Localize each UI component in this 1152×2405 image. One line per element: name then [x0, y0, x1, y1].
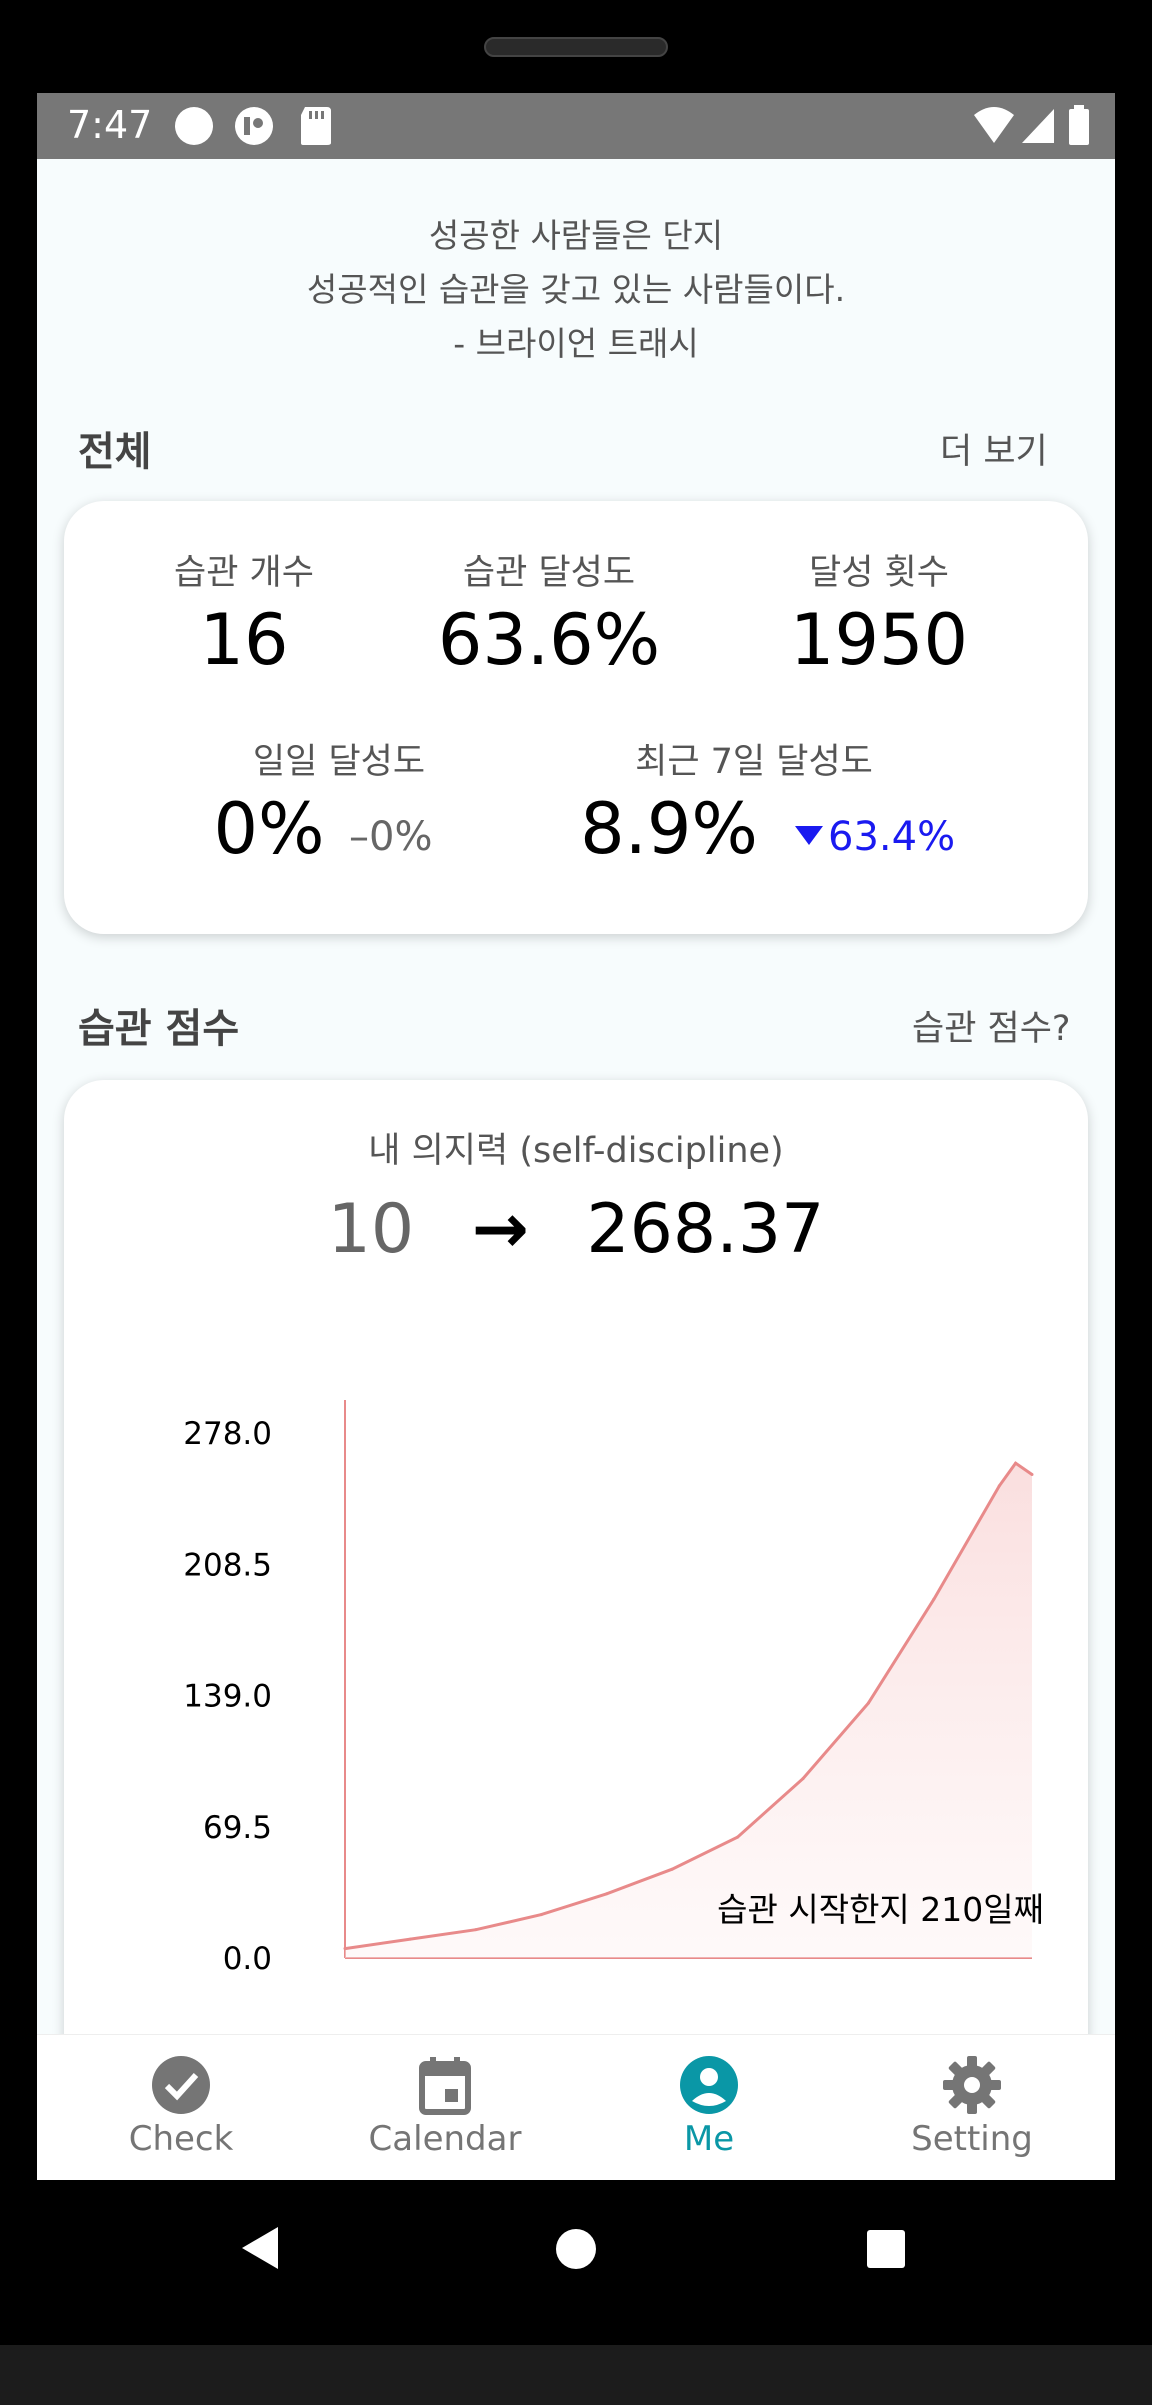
data-point: [539, 1913, 543, 1917]
cell-signal-icon: [1022, 109, 1054, 143]
app-notification-icon: [235, 107, 273, 145]
nav-setting[interactable]: Setting: [872, 2035, 1072, 2180]
times-value: 1950: [789, 599, 969, 681]
data-point: [997, 1484, 1001, 1488]
achievement-label: 습관 달성도: [462, 553, 636, 593]
habit-count-label: 습관 개수: [174, 553, 314, 593]
back-icon[interactable]: [240, 2225, 280, 2271]
battery-icon: [1069, 105, 1089, 145]
quote-line-1: 성공한 사람들은 단지: [428, 216, 724, 255]
y-tick-label: 0.0: [223, 1941, 272, 1977]
recents-icon[interactable]: [866, 2229, 906, 2269]
status-time: 7:47: [67, 103, 153, 147]
chart-caption: 습관 시작한지 210일째: [717, 1890, 1044, 1929]
person-circle-icon: [680, 2056, 738, 2114]
score-card: 내 의지력 (self-discipline) 10 → 268.37 278.…: [64, 1080, 1088, 2080]
data-point: [343, 1947, 347, 1951]
y-tick-label: 208.5: [183, 1547, 272, 1583]
home-icon[interactable]: [555, 2228, 597, 2270]
phone-bezel-bottom: [0, 2345, 1152, 2405]
score-help-link[interactable]: 습관 점수?: [912, 1009, 1071, 1049]
overall-stats-card: 습관 개수 16 습관 달성도 63.6% 달성 횟수 1950 일일 달성도 …: [64, 501, 1088, 934]
bottom-navigation: Check Calendar Me Setting: [37, 2034, 1115, 2180]
y-tick-label: 139.0: [183, 1679, 272, 1715]
y-tick-label: 278.0: [183, 1416, 272, 1452]
app-screen: 7:47 성공한 사람들은 단지 성공적인 습관을 갖고 있는 사람들이다. -…: [37, 93, 1115, 2180]
calendar-icon: [419, 2057, 471, 2115]
score-start: 10: [327, 1190, 415, 1269]
system-navigation-bar: [0, 2180, 1152, 2345]
weekly-label: 최근 7일 달성도: [635, 742, 873, 782]
data-point: [866, 1701, 870, 1705]
quote-line-2: 성공적인 습관을 갖고 있는 사람들이다.: [306, 270, 846, 309]
daily-label: 일일 달성도: [252, 742, 426, 782]
weekly-value: 8.9%: [580, 788, 758, 870]
data-point: [932, 1597, 936, 1601]
score-section-title: 습관 점수: [78, 1006, 240, 1052]
daily-delta: –0%: [349, 814, 433, 860]
nav-check[interactable]: Check: [81, 2035, 281, 2180]
score-summary: 10 → 268.37: [64, 1190, 1088, 1269]
data-point: [1030, 1473, 1034, 1477]
overall-section-title: 전체: [78, 429, 152, 475]
gear-icon: [943, 2056, 1001, 2114]
sd-card-icon: [301, 107, 331, 145]
data-point: [408, 1937, 412, 1941]
data-point: [670, 1867, 674, 1871]
y-tick-label: 69.5: [203, 1810, 272, 1846]
check-circle-icon: [152, 2056, 210, 2114]
series-area: [345, 1463, 1032, 1958]
status-bar: 7:47: [37, 93, 1115, 159]
data-point: [736, 1835, 740, 1839]
times-label: 달성 횟수: [809, 553, 949, 593]
nav-check-label: Check: [128, 2119, 234, 2159]
data-point: [801, 1777, 805, 1781]
quote-author: - 브라이언 트래시: [453, 324, 699, 363]
data-point: [474, 1928, 478, 1932]
nav-me[interactable]: Me: [609, 2035, 809, 2180]
chart-series: [343, 1461, 1034, 1958]
more-link[interactable]: 더 보기: [940, 432, 1048, 472]
weekly-delta: 63.4%: [828, 814, 956, 860]
willpower-label: 내 의지력 (self-discipline): [368, 1131, 784, 1171]
nav-setting-label: Setting: [911, 2119, 1033, 2159]
nav-calendar[interactable]: Calendar: [345, 2035, 545, 2180]
data-point: [1014, 1461, 1018, 1465]
down-arrow-icon: [795, 826, 823, 845]
daily-value: 0%: [213, 788, 325, 870]
score-chart: 278.0 208.5 139.0 69.5 0.0: [183, 1400, 1034, 1977]
nav-me-label: Me: [683, 2119, 735, 2159]
achievement-value: 63.6%: [437, 599, 661, 681]
wifi-icon: [974, 107, 1014, 143]
phone-speaker: [484, 37, 668, 57]
chart-tick-labels: 278.0 208.5 139.0 69.5 0.0: [183, 1416, 272, 1977]
nav-calendar-label: Calendar: [368, 2119, 522, 2159]
data-point: [605, 1892, 609, 1896]
notification-dot-icon: [175, 107, 213, 145]
score-current: 268.37: [586, 1190, 825, 1269]
arrow-right-icon: →: [471, 1190, 529, 1269]
habit-count-value: 16: [199, 599, 289, 681]
